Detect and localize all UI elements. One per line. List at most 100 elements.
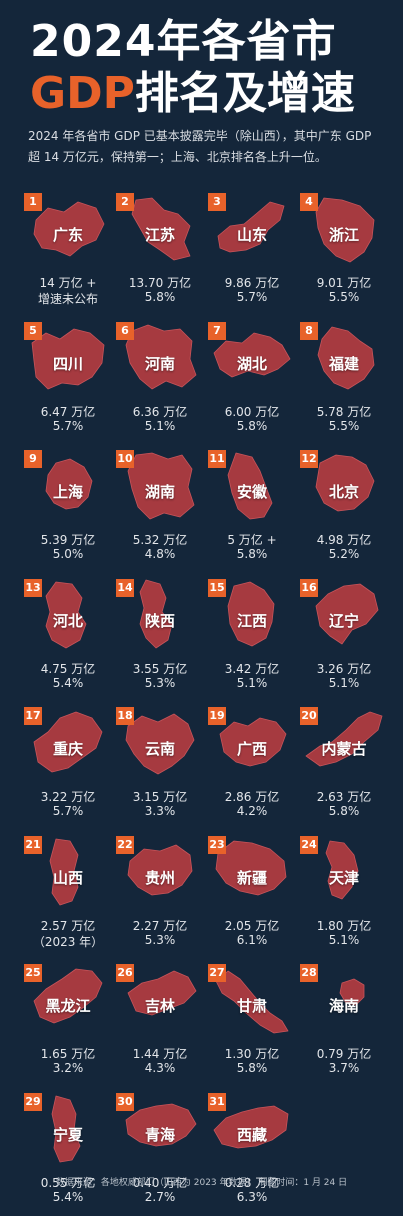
growth-rate: 5.4% [52, 675, 84, 690]
growth-rate: 4.2% [236, 804, 268, 818]
rank-badge: 13 [24, 578, 42, 597]
province-card: 29 宁夏 0.55 万亿 5.4% [22, 1088, 114, 1216]
gdp-value: 0.79 万亿 [316, 1047, 372, 1061]
growth-rate: 5.3% [144, 932, 176, 947]
gdp-value: 4.75 万亿 [40, 661, 96, 676]
rank-badge: 11 [208, 450, 226, 468]
province-card: 24 天津 1.80 万亿 5.1% [298, 831, 390, 959]
gdp-value: 6.00 万亿 [224, 404, 280, 419]
province-card: 22 贵州 2.27 万亿 5.3% [114, 831, 206, 959]
growth-rate: 5.8% [236, 1061, 268, 1075]
growth-rate: 5.8% [236, 547, 268, 561]
province-card: 14 陕西 3.55 万亿 5.3% [114, 574, 206, 702]
province-name: 广西 [236, 740, 267, 758]
rank-badge: 16 [300, 578, 318, 597]
title-gdp: GDP [30, 68, 135, 119]
province-map-shape [139, 579, 173, 648]
gdp-value: 0.55 万亿 [40, 1175, 96, 1190]
gdp-value: 3.55 万亿 [132, 661, 188, 676]
province-card: 27 甘肃 1.30 万亿 5.8% [206, 959, 298, 1087]
province-map-shape [213, 332, 291, 377]
rank-badge: 20 [300, 707, 318, 725]
growth-rate: 5.1% [328, 675, 360, 690]
title-rest: 排名及增速 [134, 68, 355, 119]
province-name: 山东 [236, 226, 267, 244]
province-map-shape [33, 968, 103, 1024]
province-name: 广东 [52, 226, 83, 244]
footer-source: 数据来源：各地权威部门（山西为 2023 年数据） 制图时间：1 月 24 日 [55, 1178, 348, 1188]
growth-rate: 5.1% [328, 932, 360, 947]
rank-badge: 17 [24, 707, 42, 725]
province-map-shape [315, 583, 379, 644]
gdp-value: 2.63 万亿 [316, 790, 372, 804]
province-name: 甘肃 [236, 997, 267, 1015]
province-map-shape [325, 840, 359, 899]
growth-rate: 5.1% [144, 418, 176, 433]
province-map-shape [131, 197, 191, 261]
growth-rate: 5.7% [52, 804, 84, 818]
province-name: 重庆 [52, 740, 83, 758]
province-name: 河南 [144, 354, 175, 373]
title-line-2: GDP排名及增速 [30, 66, 355, 122]
growth-rate: 4.8% [144, 547, 176, 561]
province-card: 20 内蒙古 2.63 万亿 5.8% [298, 702, 390, 830]
gdp-value: 3.26 万亿 [316, 661, 372, 676]
rank-badge: 31 [208, 1092, 226, 1111]
province-card: 25 黑龙江 1.65 万亿 3.2% [22, 959, 114, 1087]
rank-badge: 3 [208, 193, 226, 211]
province-card: 17 重庆 3.22 万亿 5.7% [22, 702, 114, 830]
gdp-value: 0.40 万亿 [132, 1175, 188, 1190]
growth-rate: 5.1% [236, 675, 268, 690]
province-map-shape [227, 452, 273, 520]
rank-badge: 19 [208, 707, 226, 725]
rank-badge: 7 [208, 321, 226, 340]
growth-rate: 5.8% [328, 804, 360, 818]
growth-rate: 5.0% [52, 547, 84, 561]
gdp-value: 1.80 万亿 [316, 918, 372, 933]
province-card: 18 云南 3.15 万亿 3.3% [114, 702, 206, 830]
province-card: 26 吉林 1.44 万亿 4.3% [114, 959, 206, 1087]
growth-rate: 5.3% [144, 675, 176, 690]
subtitle: 2024 年各省市 GDP 已基本披露完毕（除山西），其中广东 GDP 超 14… [28, 129, 372, 164]
gdp-value: 5.32 万亿 [132, 533, 188, 547]
growth-rate: 6.1% [236, 932, 268, 947]
province-card: 11 安徽 5 万亿 +5.8% [206, 445, 298, 573]
province-card: 16 辽宁 3.26 万亿 5.1% [298, 574, 390, 702]
growth-rate: 3.2% [52, 1061, 84, 1075]
gdp-value: 5.78 万亿 [316, 404, 372, 419]
gdp-value: 1.44 万亿 [132, 1047, 188, 1061]
province-map-shape [217, 201, 285, 253]
title-line-1: 2024年各省市 [30, 16, 337, 67]
rank-badge: 28 [300, 964, 318, 982]
province-card: 7 湖北 6.00 万亿 5.8% [206, 317, 298, 445]
province-name: 浙江 [328, 226, 359, 244]
growth-rate: 5.7% [236, 290, 268, 304]
province-card: 21 山西 2.57 万亿 （2023 年） [22, 831, 114, 959]
province-name: 山西 [52, 868, 83, 887]
gdp-value: 5 万亿 + [227, 533, 277, 547]
province-name: 北京 [328, 483, 359, 501]
rank-badge: 14 [116, 578, 134, 597]
growth-rate: 5.8% [144, 290, 176, 304]
province-map-shape [31, 328, 105, 389]
gdp-value: 2.57 万亿 [40, 918, 96, 933]
province-name: 青海 [144, 1125, 175, 1144]
province-name: 四川 [52, 354, 83, 373]
province-grid: 1 广东 14 万亿 + 增速未公布 2 江苏 13.70 万亿 5.8% 3 山东 9.86 万亿… [22, 188, 392, 1204]
province-card: 5 四川 6.47 万亿 5.7% [22, 317, 114, 445]
province-name: 上海 [52, 483, 83, 501]
rank-badge: 4 [300, 193, 318, 211]
province-map-shape [51, 1095, 81, 1162]
province-map-shape [127, 970, 197, 1016]
province-map-shape [339, 978, 365, 1006]
province-name: 宁夏 [52, 1125, 83, 1144]
growth-rate: 6.3% [236, 1189, 268, 1204]
gdp-value: 9.86 万亿 [224, 276, 280, 290]
rank-badge: 1 [24, 193, 42, 211]
province-name: 河北 [52, 611, 83, 630]
gdp-value: 6.36 万亿 [132, 404, 188, 419]
province-card: 6 河南 6.36 万亿 5.1% [114, 317, 206, 445]
province-card: 1 广东 14 万亿 + 增速未公布 [22, 188, 114, 316]
province-name: 天津 [328, 868, 359, 887]
province-name: 湖南 [144, 483, 175, 501]
